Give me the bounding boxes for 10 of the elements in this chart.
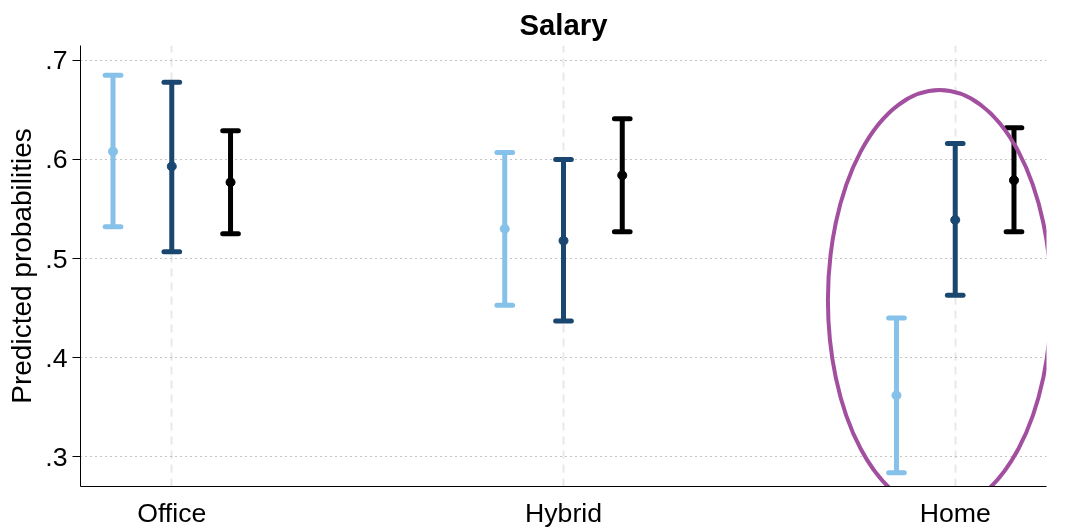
chart-title: Salary xyxy=(519,7,609,41)
y-axis-title: Predicted probabilities xyxy=(6,128,38,404)
y-tick-label: .4 xyxy=(45,342,68,373)
x-tick-label: Home xyxy=(919,497,991,528)
y-tick-label: .5 xyxy=(45,243,68,274)
x-tick-label: Office xyxy=(137,497,207,528)
y-tick-label: .3 xyxy=(45,441,68,472)
y-tick-label: .7 xyxy=(45,45,68,76)
x-tick-label: Hybrid xyxy=(524,497,603,528)
y-tick-label: .6 xyxy=(45,144,68,175)
